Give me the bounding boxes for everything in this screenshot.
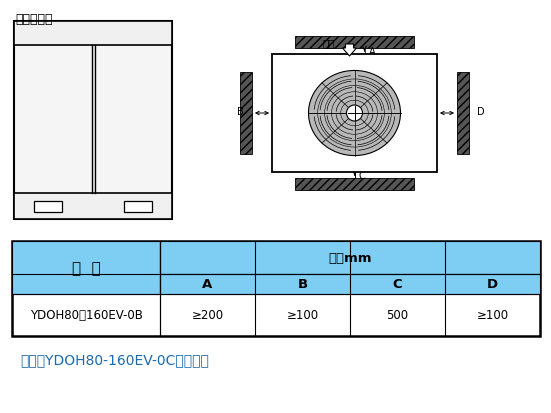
- Text: B: B: [298, 278, 307, 291]
- FancyArrow shape: [343, 45, 356, 57]
- Bar: [160, 274, 540, 294]
- Bar: [457, 73, 469, 155]
- Bar: [12, 242, 540, 336]
- Text: A: A: [369, 47, 375, 57]
- Bar: [14, 22, 172, 46]
- Bar: [124, 201, 152, 212]
- Text: D: D: [487, 278, 498, 291]
- Text: 型  号: 型 号: [72, 260, 100, 275]
- Text: ≥100: ≥100: [477, 309, 509, 322]
- Text: D: D: [477, 107, 485, 117]
- Text: B: B: [237, 107, 244, 117]
- Text: 上出风单机: 上出风单机: [15, 13, 52, 26]
- Text: ≥100: ≥100: [287, 309, 318, 322]
- Bar: [160, 242, 540, 274]
- Bar: [14, 194, 172, 219]
- Text: ≥200: ≥200: [191, 309, 224, 322]
- Text: 进风: 进风: [322, 38, 335, 48]
- Text: C: C: [359, 171, 365, 180]
- Text: C: C: [393, 278, 402, 291]
- Circle shape: [347, 106, 363, 122]
- Bar: [295, 37, 414, 49]
- Bar: [272, 55, 437, 173]
- Bar: [34, 201, 62, 212]
- Bar: [240, 73, 252, 155]
- Text: A: A: [202, 278, 213, 291]
- Text: 注：对YDOH80-160EV-0C与上表同: 注：对YDOH80-160EV-0C与上表同: [20, 352, 209, 366]
- Bar: [295, 178, 414, 190]
- Text: 500: 500: [386, 309, 408, 322]
- Ellipse shape: [309, 71, 401, 156]
- Text: 尺寸mm: 尺寸mm: [328, 252, 372, 264]
- Bar: [14, 22, 172, 219]
- Bar: [12, 242, 160, 294]
- Text: YDOH80～160EV-0B: YDOH80～160EV-0B: [30, 309, 143, 322]
